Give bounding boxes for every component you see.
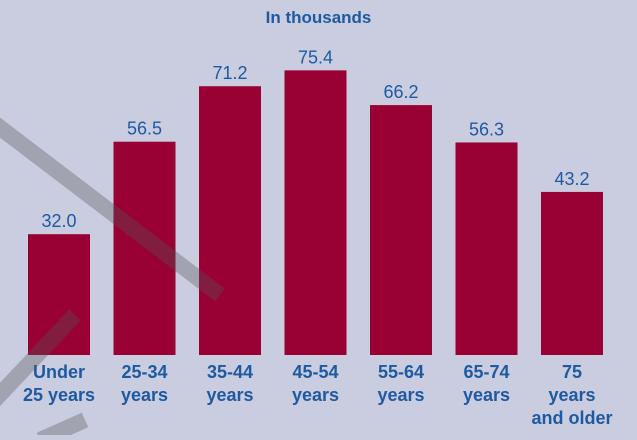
bar-5 [455, 142, 518, 355]
tick-label-3-0: 45-54 [292, 362, 338, 382]
bar-0 [28, 234, 90, 355]
data-label-6: 43.2 [554, 169, 589, 189]
tick-label-3-1: years [292, 385, 339, 405]
bar-1 [113, 141, 176, 355]
data-label-0: 32.0 [41, 211, 76, 231]
tick-label-1-0: 25-34 [121, 362, 167, 382]
tick-label-0-1: 25 years [23, 385, 95, 405]
tick-label-1-1: years [121, 385, 168, 405]
tick-label-5-0: 65-74 [463, 362, 509, 382]
tick-label-0-0: Under [33, 362, 85, 382]
bar-4 [370, 105, 432, 355]
tick-label-4-1: years [377, 385, 424, 405]
bar-6 [541, 191, 603, 355]
data-label-1: 56.5 [127, 119, 162, 139]
bar-2 [199, 86, 261, 355]
tick-label-6-0: 75 [562, 362, 582, 382]
tick-label-6-1: years [548, 385, 595, 405]
tick-label-6-2: and older [531, 408, 612, 428]
tick-label-2-1: years [206, 385, 253, 405]
data-label-5: 56.3 [469, 119, 504, 139]
tick-label-2-0: 35-44 [207, 362, 253, 382]
bar-3 [284, 70, 347, 356]
tick-label-5-1: years [463, 385, 510, 405]
data-label-4: 66.2 [383, 82, 418, 102]
data-label-2: 71.2 [212, 63, 247, 83]
data-label-3: 75.4 [298, 47, 333, 67]
tick-label-4-0: 55-64 [378, 362, 424, 382]
chart-subtitle: In thousands [265, 8, 372, 27]
